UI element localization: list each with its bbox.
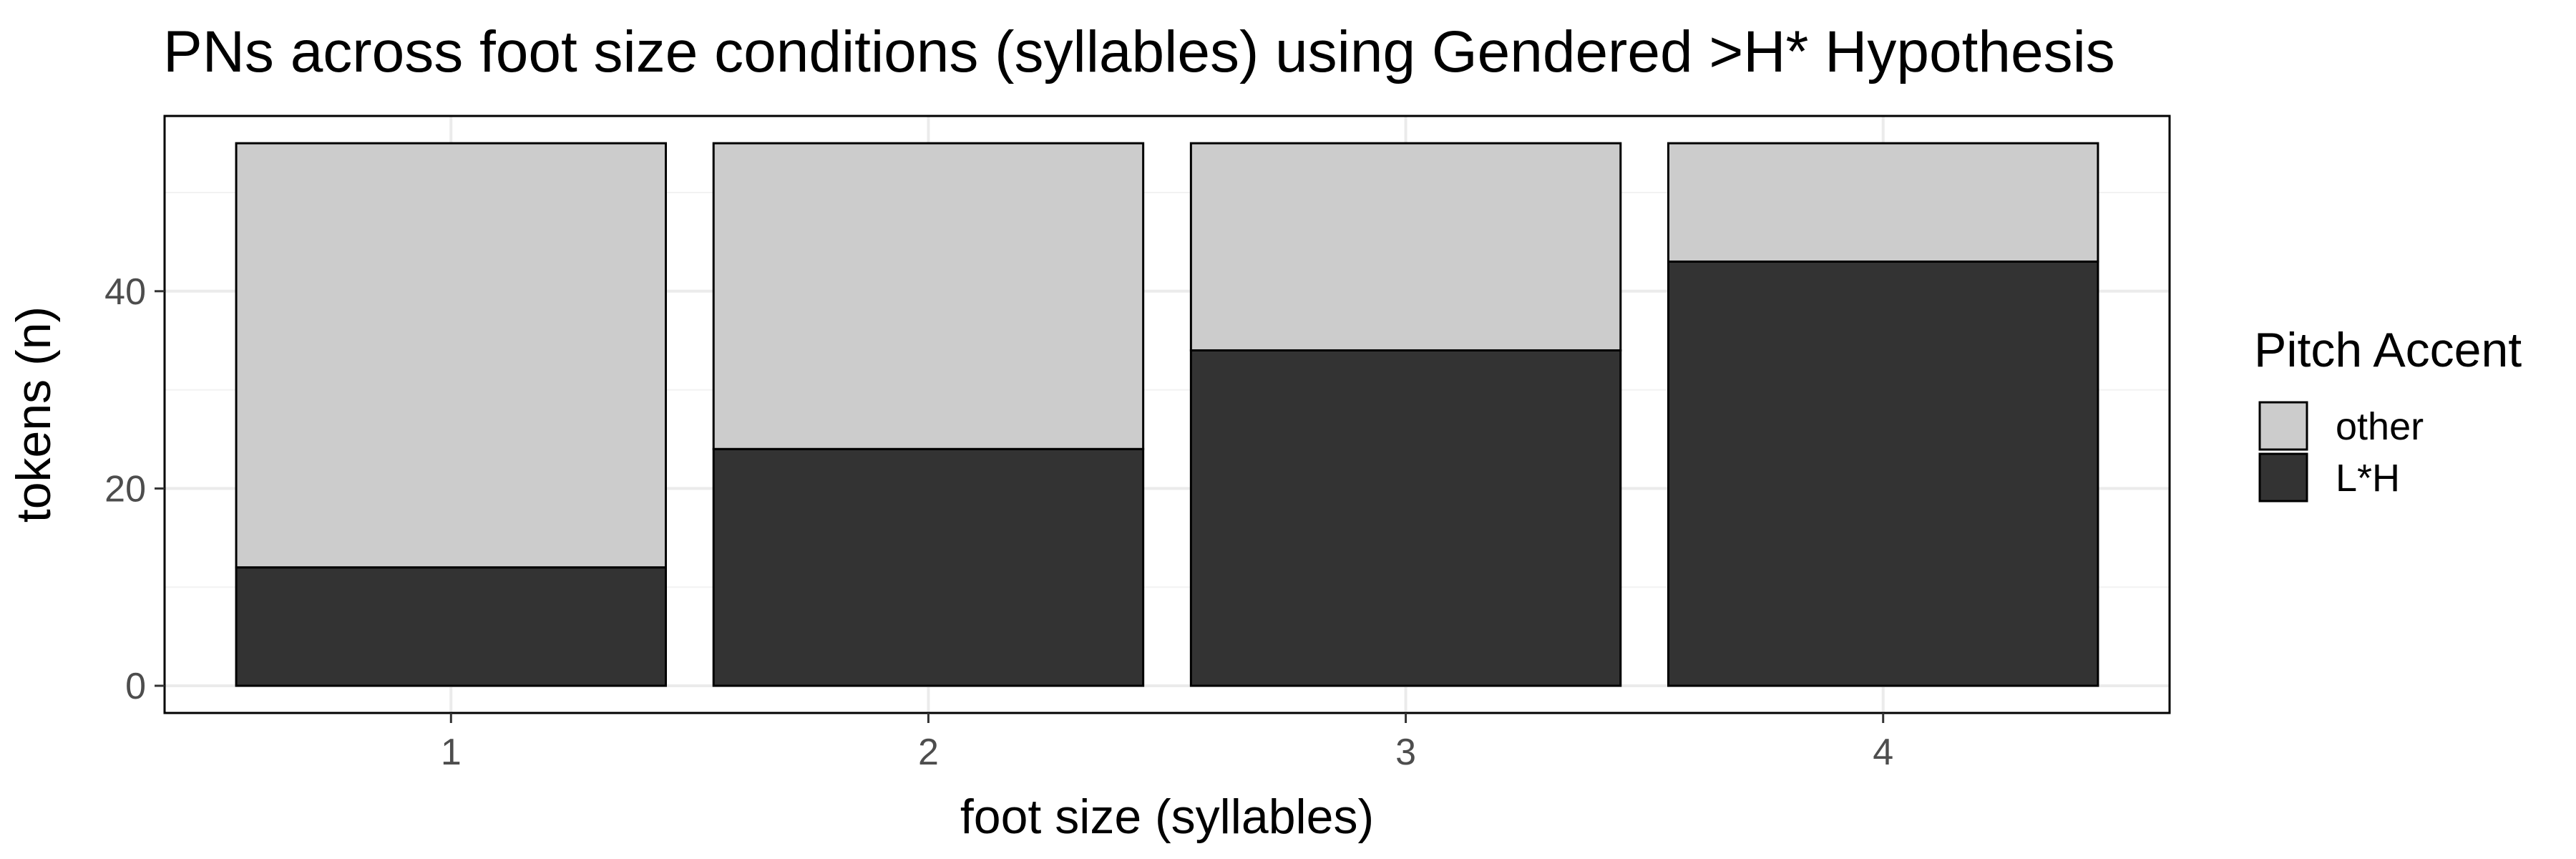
x-tick-label: 4: [1873, 732, 1893, 773]
legend-label-l-h: L*H: [2336, 457, 2400, 500]
x-tick-label: 3: [1395, 732, 1416, 773]
x-axis-title: foot size (syllables): [960, 790, 1374, 844]
legend-title: Pitch Accent: [2254, 323, 2522, 377]
bar-other-cat-3: [1189, 142, 1622, 351]
bar-l-h-cat-2: [712, 447, 1145, 687]
y-axis-title: tokens (n): [6, 306, 61, 523]
legend-label-other: other: [2336, 405, 2424, 448]
bar-l-h-cat-4: [1667, 260, 2099, 687]
chart-title: PNs across foot size conditions (syllabl…: [163, 19, 2115, 84]
legend-items: other L*H: [2258, 401, 2424, 503]
bar-other-cat-1: [235, 142, 668, 569]
legend: Pitch Accent other L*H: [2254, 323, 2522, 503]
legend-key-l-h: [2258, 452, 2308, 503]
y-tick-label: 20: [104, 468, 146, 510]
y-tick-label: 40: [104, 271, 146, 313]
bar-l-h-cat-3: [1189, 349, 1622, 687]
axes: 0 20 40 1 2 3 4: [104, 271, 1893, 773]
y-tick-label: 0: [125, 666, 146, 707]
x-tick-label: 1: [441, 732, 462, 773]
x-tick-label: 2: [918, 732, 939, 773]
legend-key-other: [2258, 401, 2308, 451]
bar-other-cat-2: [712, 142, 1145, 450]
bars: [235, 142, 2099, 687]
bar-l-h-cat-1: [235, 566, 668, 687]
bar-other-cat-4: [1667, 142, 2099, 263]
plot-panel-border: [163, 115, 2171, 714]
